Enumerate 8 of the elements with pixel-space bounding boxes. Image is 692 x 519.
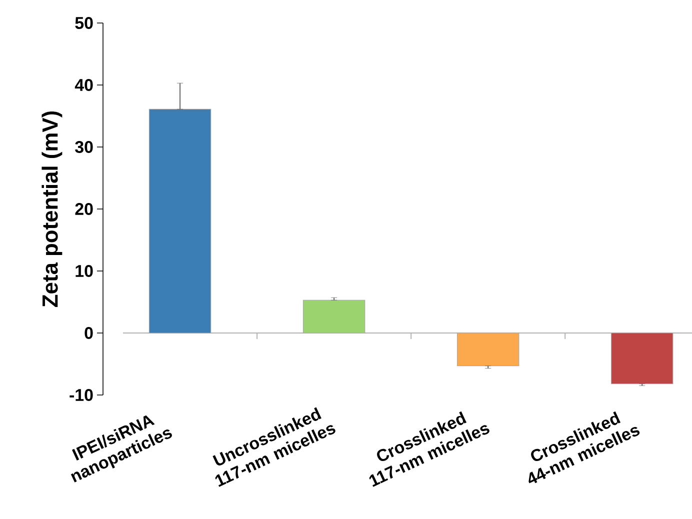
y-axis-title: Zeta potential (mV): [42, 111, 62, 307]
y-tick-label: 40: [74, 78, 93, 91]
y-tick-label: 10: [76, 264, 93, 277]
y-tick-label: 0: [84, 326, 93, 339]
y-tick-label: 20: [75, 202, 93, 215]
y-tick-label: 50: [75, 16, 93, 29]
y-tick-label: 30: [75, 140, 93, 153]
y-tick-label: -10: [70, 388, 93, 401]
